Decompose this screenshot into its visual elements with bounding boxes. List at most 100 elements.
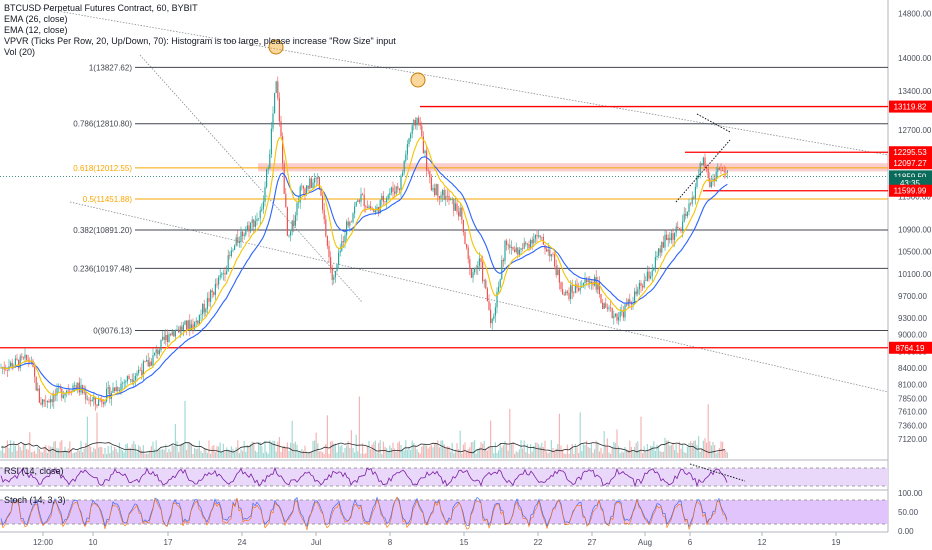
stoch-legend[interactable]: Stoch (14, 3, 3) <box>4 495 66 506</box>
stoch-tick-label: 0.00 <box>898 527 914 536</box>
legend-ema12[interactable]: EMA (12, close) <box>4 25 68 35</box>
volume-bar <box>318 451 320 458</box>
volume-bar <box>565 453 567 458</box>
candle-body <box>530 239 532 248</box>
candle-body <box>512 247 514 250</box>
rsi-legend[interactable]: RSI (14, close) <box>4 466 64 477</box>
volume-bar <box>267 453 269 458</box>
candle-body <box>408 138 410 145</box>
candle-body <box>488 301 490 310</box>
candle-body <box>658 248 660 256</box>
candle-body <box>98 399 100 406</box>
candle-body <box>606 307 608 309</box>
candle-body <box>547 249 549 252</box>
candle-body <box>605 303 607 308</box>
candle-body <box>171 331 173 336</box>
candle-body <box>6 369 8 371</box>
volume-bar <box>661 452 663 458</box>
candle-body <box>598 282 600 295</box>
candle-body <box>582 283 584 286</box>
volume-bar <box>502 445 504 458</box>
volume-bar <box>45 445 47 458</box>
legend-vol[interactable]: Vol (20) <box>4 47 36 57</box>
volume-bar <box>91 452 93 458</box>
volume-bar <box>290 442 292 458</box>
legend-rsi[interactable]: RSI (14, close) <box>4 466 64 476</box>
candle-body <box>678 227 680 229</box>
volume-bar <box>254 450 256 458</box>
candle-body <box>157 349 159 355</box>
candle-body <box>472 272 474 278</box>
volume-bar <box>315 432 317 458</box>
volume-bar <box>190 443 192 458</box>
volume-bar <box>547 453 549 458</box>
ema-12-line <box>0 137 728 401</box>
volume-bar <box>245 451 247 458</box>
legend-stoch[interactable]: Stoch (14, 3, 3) <box>4 495 66 505</box>
price-tick-label: 12700.00 <box>898 126 932 135</box>
candle-body <box>227 255 229 272</box>
candle-body <box>725 171 727 173</box>
volume-bar <box>230 446 232 458</box>
volume-bar <box>560 445 562 458</box>
volume-bar <box>520 440 522 458</box>
candle-body <box>619 312 621 318</box>
candle-body <box>320 189 322 196</box>
candle-body <box>691 197 693 204</box>
volume-bar <box>330 441 332 458</box>
volume-bar <box>29 432 31 458</box>
price-axis[interactable]: 14800.0014000.0013400.0012700.0012100.00… <box>898 10 932 536</box>
volume-bar <box>283 445 285 458</box>
volume-bar <box>440 440 442 458</box>
volume-bar <box>275 451 277 458</box>
candle-body <box>88 399 90 401</box>
volume-bar <box>61 440 63 458</box>
volume-bar <box>80 440 82 458</box>
legend-vpvr[interactable]: VPVR (Ticks Per Row, 20, Up/Down, 70): H… <box>4 36 396 46</box>
volume-bar <box>5 446 7 458</box>
candle-body <box>462 219 464 233</box>
candle-body <box>574 284 576 293</box>
candle-body <box>718 168 720 170</box>
candle-body <box>622 311 624 318</box>
candle-body <box>318 177 320 190</box>
candle-body <box>414 119 416 126</box>
price-tick-label: 14800.00 <box>898 10 932 19</box>
price-tag-label: 12097.27 <box>893 159 927 168</box>
candle-body <box>597 282 599 290</box>
candle-body <box>590 282 592 284</box>
volume-bar <box>496 452 498 458</box>
candle-body <box>355 201 357 207</box>
time-axis[interactable]: 12:00 10 17 24 Jul 8 15 22 27 Aug 6 12 19 <box>33 532 841 547</box>
volume-bar <box>376 452 378 458</box>
candle-body <box>312 182 314 188</box>
stoch-k-line <box>0 496 728 528</box>
candle-body <box>685 213 687 217</box>
volume-bar <box>717 451 719 458</box>
volume-bar <box>339 446 341 458</box>
volume-bar <box>675 443 677 458</box>
candle-body <box>456 203 458 212</box>
volume-bar <box>221 451 223 458</box>
candle-body <box>221 273 223 276</box>
volume-bar <box>726 452 728 458</box>
volume-bar <box>72 453 74 458</box>
volume-bar <box>682 443 684 458</box>
volume-bar <box>200 450 202 458</box>
candle-body <box>48 400 50 403</box>
legend-ema26[interactable]: EMA (26, close) <box>4 14 68 24</box>
candle-body <box>64 392 66 396</box>
candle-body <box>136 373 138 376</box>
candle-body <box>563 294 565 296</box>
volume-bar <box>266 451 268 458</box>
candle-body <box>147 360 149 367</box>
volume-bar <box>280 451 282 458</box>
candle-body <box>523 242 525 249</box>
legend-symbol[interactable]: BTCUSD Perpetual Futures Contract, 60, B… <box>4 3 198 13</box>
levels-layer: 1(13827.62) 0.786(12810.80) 0.618(12012.55… <box>0 63 888 349</box>
volume-bar <box>595 440 597 458</box>
volume-bar <box>715 453 717 458</box>
candle-body <box>194 322 196 330</box>
volume-bar <box>0 450 2 458</box>
